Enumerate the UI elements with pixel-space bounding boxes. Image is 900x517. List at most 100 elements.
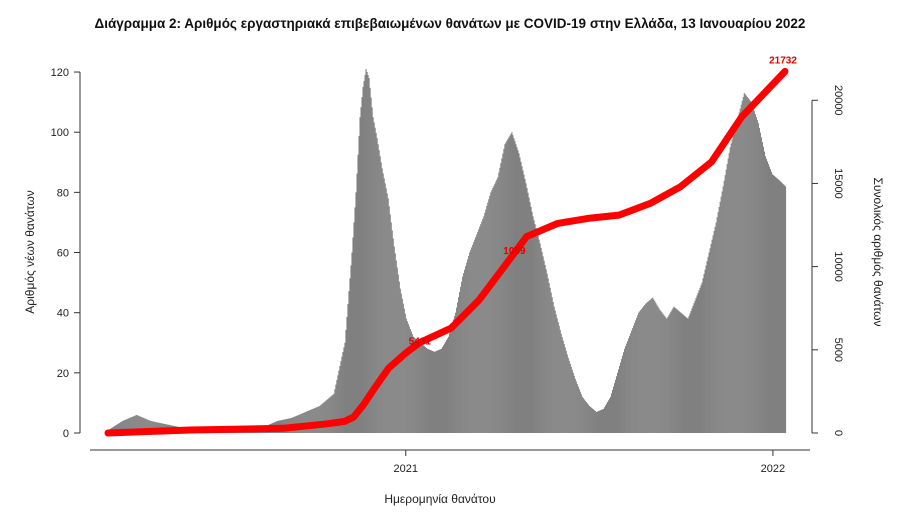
daily-death-bar xyxy=(685,316,687,433)
daily-death-bar xyxy=(673,306,675,433)
daily-death-bar xyxy=(776,178,779,433)
daily-death-bar xyxy=(353,222,355,433)
daily-death-bar xyxy=(309,410,311,433)
daily-death-bar xyxy=(716,217,718,433)
daily-death-bar xyxy=(556,318,558,433)
daily-death-bar xyxy=(559,329,561,433)
daily-death-bar xyxy=(549,287,551,433)
daily-death-bar xyxy=(135,415,137,433)
daily-death-bar xyxy=(545,269,547,433)
daily-death-bar xyxy=(727,158,729,433)
daily-death-bar xyxy=(542,256,544,433)
daily-death-bar xyxy=(772,175,775,434)
y-axis-right-tick-label: 20000 xyxy=(832,85,844,116)
daily-death-bar xyxy=(434,351,437,433)
daily-death-bar xyxy=(666,318,668,433)
daily-death-bar xyxy=(411,334,413,433)
daily-death-bar xyxy=(593,410,595,433)
daily-death-bar xyxy=(525,183,527,433)
daily-death-bar xyxy=(587,404,589,433)
daily-death-bar xyxy=(639,311,641,433)
daily-death-bar xyxy=(369,87,371,433)
daily-death-bar xyxy=(779,181,782,433)
daily-death-bar xyxy=(516,147,518,434)
daily-death-bar xyxy=(717,212,719,433)
daily-death-bar xyxy=(564,347,566,433)
daily-death-bar xyxy=(341,356,343,433)
daily-death-bar xyxy=(617,372,619,433)
daily-death-bar xyxy=(326,399,328,433)
daily-death-bar xyxy=(767,164,769,433)
daily-death-bar xyxy=(532,216,534,433)
daily-death-bar xyxy=(655,302,657,433)
daily-death-bar xyxy=(660,310,662,433)
daily-death-bar xyxy=(771,174,774,433)
daily-death-bar xyxy=(385,188,387,433)
daily-death-bar xyxy=(527,192,529,433)
daily-death-bar xyxy=(409,329,411,433)
y-axis-left-tick-label: 100 xyxy=(51,127,69,139)
daily-death-bar xyxy=(567,357,569,433)
daily-death-bar xyxy=(706,261,708,433)
daily-death-bar xyxy=(378,150,380,433)
daily-death-bar xyxy=(782,184,785,433)
daily-death-bar xyxy=(678,310,680,433)
daily-death-bar xyxy=(442,345,445,433)
daily-death-bar xyxy=(143,417,145,433)
daily-death-bar xyxy=(781,183,784,433)
daily-death-bar xyxy=(376,138,378,433)
daily-death-bar xyxy=(422,345,424,433)
daily-death-bar xyxy=(480,224,482,433)
y-axis-left-tick-label: 40 xyxy=(57,308,69,320)
daily-death-bar xyxy=(509,135,511,433)
daily-death-bar xyxy=(747,98,749,433)
daily-death-bar xyxy=(729,147,731,434)
daily-death-bar xyxy=(640,310,642,433)
daily-death-bar xyxy=(146,419,148,433)
daily-death-bar xyxy=(749,100,751,433)
daily-death-bar xyxy=(535,228,537,433)
daily-death-bar xyxy=(439,349,442,433)
daily-death-bar xyxy=(598,410,600,433)
daily-death-bar xyxy=(371,107,373,433)
daily-death-bar xyxy=(594,411,596,433)
daily-death-bar xyxy=(131,417,133,433)
daily-death-bar xyxy=(612,386,615,433)
daily-death-bar xyxy=(702,278,704,433)
daily-death-bar xyxy=(557,322,559,433)
daily-death-bar xyxy=(760,137,762,434)
daily-death-bar xyxy=(752,108,754,433)
daily-death-bar xyxy=(352,237,354,433)
daily-death-bar xyxy=(390,222,392,433)
daily-death-bar xyxy=(128,418,130,433)
daily-death-bar xyxy=(423,346,425,433)
daily-death-bar xyxy=(512,135,514,433)
daily-death-bar xyxy=(117,424,119,433)
daily-death-bar xyxy=(491,190,493,433)
daily-death-bar xyxy=(737,116,739,434)
daily-death-bar xyxy=(560,333,562,433)
daily-death-bar xyxy=(454,316,456,433)
daily-death-bar xyxy=(757,123,759,434)
daily-death-bar xyxy=(571,369,573,433)
daily-death-bar xyxy=(602,408,605,433)
daily-death-bar xyxy=(380,162,382,433)
daily-death-bar xyxy=(751,105,753,433)
daily-death-bar xyxy=(541,252,543,433)
daily-death-bar xyxy=(400,293,402,433)
daily-death-bar xyxy=(578,389,580,433)
daily-death-bar xyxy=(677,310,679,433)
daily-death-bar xyxy=(603,407,606,433)
daily-death-bar xyxy=(574,378,576,433)
daily-death-bar xyxy=(504,144,506,434)
daily-death-bar xyxy=(715,222,717,433)
daily-death-bar xyxy=(641,308,643,433)
daily-death-bar xyxy=(394,253,396,433)
daily-death-bar xyxy=(116,424,118,433)
daily-death-bar xyxy=(355,192,357,433)
daily-death-bar xyxy=(710,243,712,433)
daily-death-bar xyxy=(679,311,681,433)
daily-death-bar xyxy=(317,406,319,433)
daily-death-bar xyxy=(642,307,644,433)
cumulative-deaths-line xyxy=(104,67,789,437)
